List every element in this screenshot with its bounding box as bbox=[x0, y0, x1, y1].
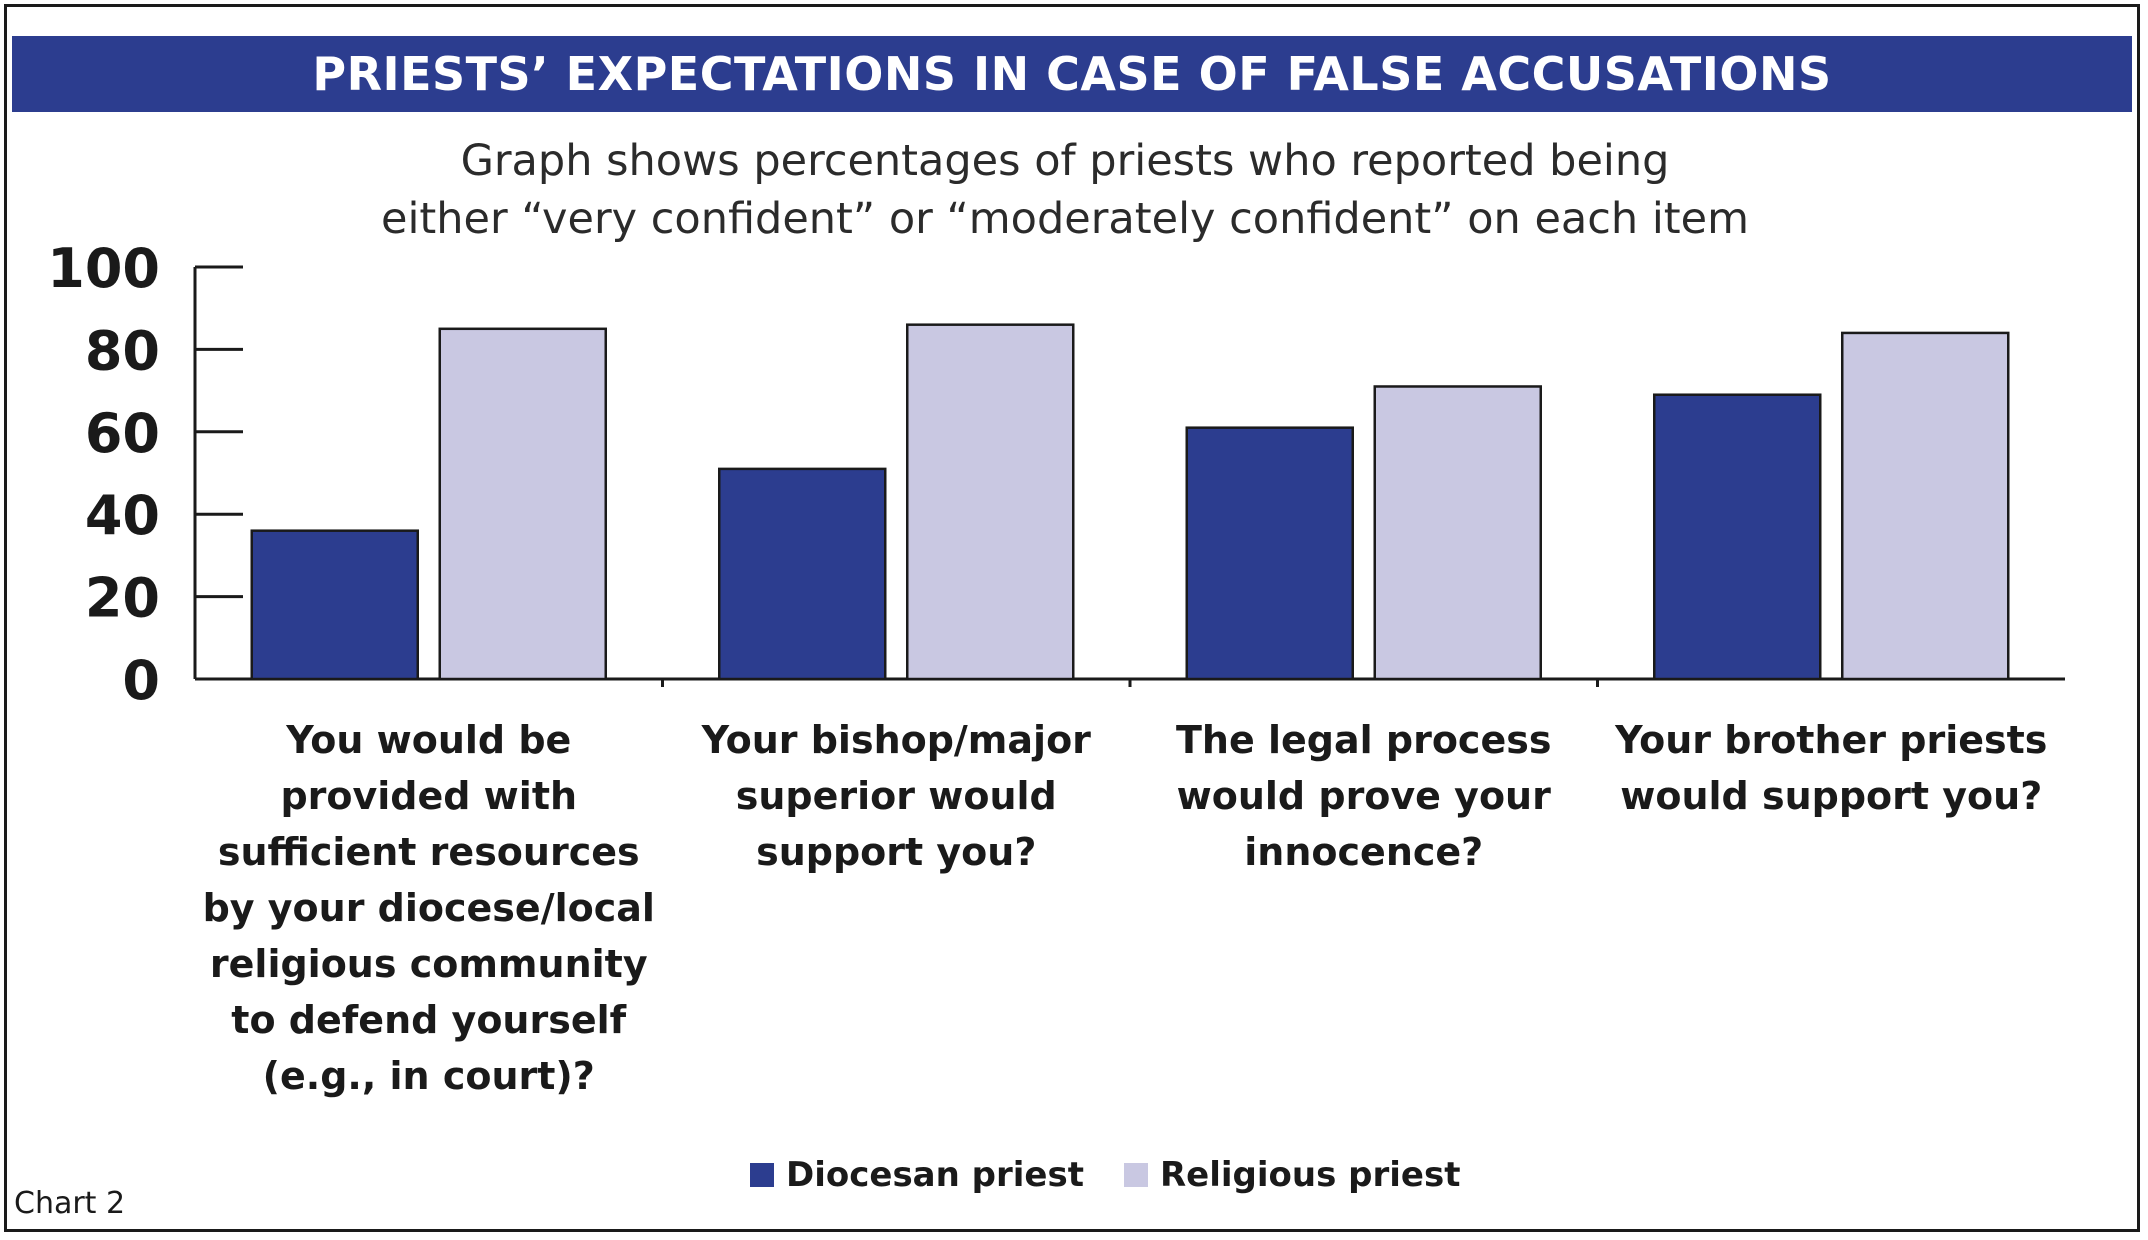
x-category-label-4: Your brother priests would support you? bbox=[1598, 712, 2066, 824]
x-category-label-1-line-3: sufficient resources bbox=[217, 830, 640, 874]
y-tick-label-20: 20 bbox=[85, 567, 160, 630]
bar-religious-2 bbox=[906, 323, 1075, 681]
chart-subtitle: Graph shows percentages of priests who r… bbox=[0, 132, 2130, 248]
x-category-label-1-line-7: (e.g., in court)? bbox=[262, 1054, 595, 1098]
bar-religious-4 bbox=[1841, 331, 2010, 681]
x-category-label-2-line-3: support you? bbox=[756, 830, 1037, 874]
y-tick-label-60: 60 bbox=[85, 402, 160, 465]
x-category-label-3-line-2: would prove your bbox=[1176, 774, 1551, 818]
bar-diocesan-4 bbox=[1653, 393, 1822, 681]
legend-item-diocesan: Diocesan priest bbox=[750, 1155, 1084, 1195]
bar-diocesan-1 bbox=[250, 529, 419, 681]
subtitle-line-2: either “very confident” or “moderately c… bbox=[381, 194, 1749, 244]
x-category-label-4-line-2: would support you? bbox=[1620, 774, 2043, 818]
legend-item-religious: Religious priest bbox=[1123, 1155, 1461, 1195]
bar-religious-3 bbox=[1373, 385, 1542, 681]
bar-diocesan-2 bbox=[718, 467, 887, 681]
x-category-label-2: Your bishop/major superior would support y… bbox=[663, 712, 1131, 880]
x-category-label-1-line-5: religious community bbox=[209, 942, 648, 986]
legend-label-religious: Religious priest bbox=[1159, 1155, 1461, 1195]
bar-diocesan-3 bbox=[1185, 426, 1354, 681]
x-category-label-3: The legal process would prove your innocen… bbox=[1130, 712, 1598, 880]
y-tick-label-80: 80 bbox=[85, 319, 160, 382]
y-tick-label-0: 0 bbox=[122, 649, 160, 712]
x-category-label-4-line-1: Your brother priests bbox=[1615, 718, 2048, 762]
legend-swatch-diocesan bbox=[750, 1163, 774, 1187]
subtitle-line-1: Graph shows percentages of priests who r… bbox=[460, 136, 1670, 186]
x-category-label-3-line-1: The legal process bbox=[1176, 718, 1552, 762]
x-category-label-1-line-2: provided with bbox=[280, 774, 578, 818]
x-category-label-1-line-1: You would be bbox=[286, 718, 572, 762]
x-category-label-2-line-1: Your bishop/major bbox=[701, 718, 1091, 762]
y-tick-label-100: 100 bbox=[47, 237, 160, 300]
legend-swatch-religious bbox=[1123, 1163, 1148, 1187]
x-category-label-1-line-4: by your diocese/local bbox=[202, 886, 655, 930]
y-tick-label-40: 40 bbox=[85, 484, 160, 547]
x-category-label-2-line-2: superior would bbox=[735, 774, 1057, 818]
bar-religious-1 bbox=[438, 327, 607, 681]
x-category-label-1: You would be provided with sufficient reso… bbox=[195, 712, 663, 1104]
x-category-label-3-line-3: innocence? bbox=[1244, 830, 1484, 874]
chart-title: PRIESTS’ EXPECTATIONS IN CASE OF FALSE A… bbox=[12, 36, 2132, 112]
legend: Diocesan priest Religious priest bbox=[750, 1155, 1482, 1195]
x-category-label-1-line-6: to defend yourself bbox=[231, 998, 627, 1042]
legend-label-diocesan: Diocesan priest bbox=[786, 1155, 1084, 1195]
chart-note: Chart 2 bbox=[14, 1186, 126, 1221]
